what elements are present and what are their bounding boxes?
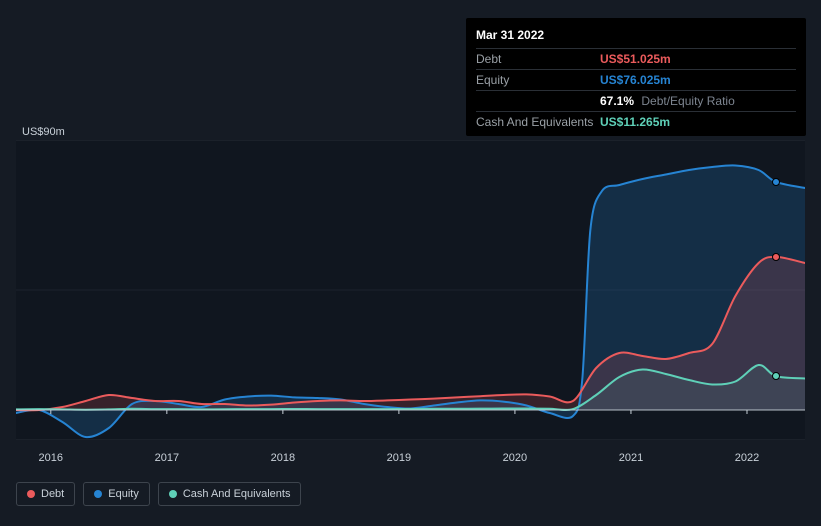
tooltip-date: Mar 31 2022 bbox=[476, 24, 796, 48]
legend-label: Debt bbox=[41, 488, 64, 500]
legend-swatch bbox=[169, 490, 177, 498]
x-tick-label: 2018 bbox=[271, 452, 295, 464]
chart-svg bbox=[16, 140, 805, 440]
tooltip-row-ratio: 67.1% Debt/Equity Ratio bbox=[476, 90, 796, 111]
x-tick-label: 2022 bbox=[735, 452, 759, 464]
tooltip-value: US$51.025m bbox=[600, 52, 671, 66]
tooltip-label: Cash And Equivalents bbox=[476, 115, 600, 129]
tooltip-label: Debt bbox=[476, 52, 600, 66]
tooltip-value: 67.1% Debt/Equity Ratio bbox=[600, 94, 735, 108]
series-marker-debt bbox=[772, 253, 780, 261]
chart-legend: Debt Equity Cash And Equivalents bbox=[16, 482, 301, 506]
tooltip-row-cash: Cash And Equivalents US$11.265m bbox=[476, 111, 796, 132]
tooltip-row-equity: Equity US$76.025m bbox=[476, 69, 796, 90]
x-tick-label: 2020 bbox=[503, 452, 527, 464]
legend-label: Cash And Equivalents bbox=[183, 488, 291, 500]
x-tick-label: 2017 bbox=[155, 452, 179, 464]
series-marker-equity bbox=[772, 178, 780, 186]
legend-item-cash[interactable]: Cash And Equivalents bbox=[158, 482, 302, 506]
plot-area[interactable] bbox=[16, 140, 805, 440]
legend-item-equity[interactable]: Equity bbox=[83, 482, 150, 506]
x-tick-label: 2021 bbox=[619, 452, 643, 464]
x-tick-label: 2019 bbox=[387, 452, 411, 464]
tooltip-row-debt: Debt US$51.025m bbox=[476, 48, 796, 69]
chart-tooltip: Mar 31 2022 Debt US$51.025m Equity US$76… bbox=[466, 18, 806, 136]
legend-item-debt[interactable]: Debt bbox=[16, 482, 75, 506]
y-tick-label: US$90m bbox=[22, 126, 65, 138]
legend-swatch bbox=[94, 490, 102, 498]
chart-container: { "chart": { "type": "area-line", "backg… bbox=[0, 0, 821, 526]
x-tick-label: 2016 bbox=[39, 452, 63, 464]
tooltip-label: Equity bbox=[476, 73, 600, 87]
tooltip-label bbox=[476, 94, 600, 108]
legend-swatch bbox=[27, 490, 35, 498]
tooltip-value: US$11.265m bbox=[600, 115, 670, 129]
legend-label: Equity bbox=[108, 488, 139, 500]
tooltip-value: US$76.025m bbox=[600, 73, 671, 87]
